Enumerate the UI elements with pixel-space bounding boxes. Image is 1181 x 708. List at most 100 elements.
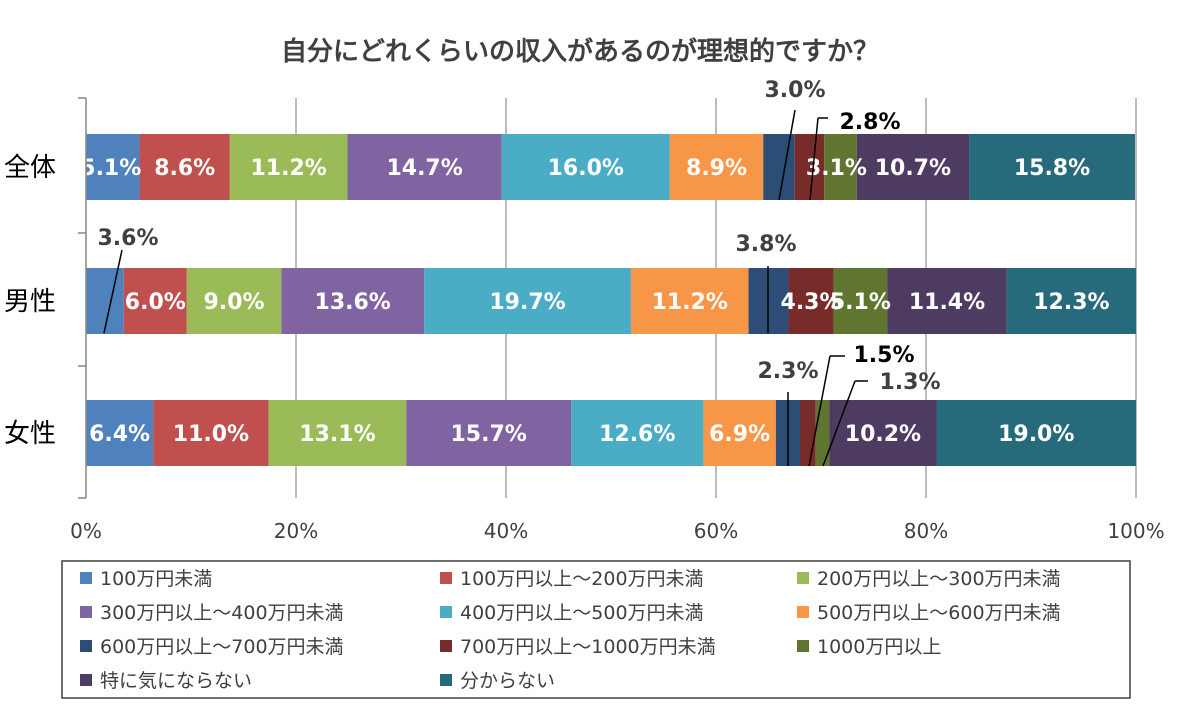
- callout-label: 3.0%: [764, 78, 825, 103]
- x-tick-label: 100%: [1107, 519, 1164, 543]
- data-label: 3.1%: [806, 156, 867, 181]
- data-label: 11.2%: [652, 290, 728, 315]
- bar-segment: [856, 134, 970, 200]
- data-label: 11.2%: [250, 156, 326, 181]
- x-tick-label: 20%: [274, 519, 318, 543]
- category-label: 男性: [4, 287, 56, 317]
- bar-segment: [887, 268, 1007, 334]
- data-label: 4.3%: [781, 290, 842, 315]
- bar-segment: [139, 134, 230, 200]
- bar-segment: [268, 400, 407, 466]
- legend-label: 300万円以上～400万円未満: [100, 602, 344, 624]
- data-label: 15.7%: [451, 422, 527, 447]
- data-label: 13.6%: [315, 290, 391, 315]
- data-label: 5.1%: [80, 156, 141, 181]
- bar-segment: [406, 400, 572, 466]
- chart-title: 自分にどれくらいの収入があるのが理想的ですか？: [281, 36, 879, 67]
- bar-segment: [86, 400, 154, 466]
- bar-segment: [630, 268, 749, 334]
- leader-line: [822, 380, 856, 467]
- bar-segment: [281, 268, 425, 334]
- leader-line: [103, 249, 123, 334]
- x-tick-label: 0%: [70, 519, 102, 543]
- data-label: 10.7%: [875, 156, 951, 181]
- bar-segment: [229, 134, 348, 200]
- callout-label: 3.6%: [97, 226, 158, 251]
- data-label: 12.6%: [599, 422, 675, 447]
- callout-label: 2.8%: [839, 110, 900, 135]
- data-labels: 5.1% 8.6% 11.2% 14.7% 16.0% 8.9% 3.1% 10.7% 15.8…: [80, 78, 1110, 467]
- bar-segment: [186, 268, 282, 334]
- data-label: 13.1%: [299, 422, 375, 447]
- legend-swatch: [797, 640, 809, 652]
- bar-segment: [800, 400, 816, 466]
- data-label: 16.0%: [548, 156, 624, 181]
- bar-segment: [833, 268, 888, 334]
- data-label: 5.1%: [830, 290, 891, 315]
- bar-segment: [424, 268, 631, 334]
- callout-label: 2.3%: [757, 359, 818, 384]
- legend-swatch: [440, 674, 452, 686]
- data-label: 12.3%: [1033, 290, 1109, 315]
- data-label: 19.7%: [489, 290, 565, 315]
- data-label: 11.4%: [909, 290, 985, 315]
- legend-label: 分からない: [460, 670, 555, 692]
- callout-label: 3.8%: [735, 232, 796, 257]
- legend-label: 200万円以上～300万円未満: [817, 568, 1061, 590]
- data-label: 8.6%: [154, 156, 215, 181]
- bar-segment: [936, 400, 1136, 466]
- bar-segment: [86, 268, 124, 334]
- legend-label: 100万円以上～200万円未満: [460, 568, 704, 590]
- legend-swatch: [80, 674, 92, 686]
- bar-segment: [824, 134, 857, 200]
- bar-segment: [969, 134, 1135, 200]
- legend-label: 特に気にならない: [100, 670, 252, 692]
- legend-swatch: [80, 640, 92, 652]
- data-label: 10.2%: [845, 422, 921, 447]
- bar-segment: [1006, 268, 1136, 334]
- data-label: 8.9%: [686, 156, 747, 181]
- legend-box: [61, 560, 1131, 699]
- data-label: 19.0%: [998, 422, 1074, 447]
- category-label: 女性: [4, 419, 56, 449]
- bar-segment: [123, 268, 187, 334]
- callout-label: 1.3%: [879, 370, 940, 395]
- data-label: 11.0%: [173, 422, 249, 447]
- leader-line: [778, 109, 796, 201]
- legend-label: 400万円以上～500万円未満: [460, 602, 704, 624]
- data-label: 6.4%: [89, 422, 150, 447]
- bar-segment: [829, 400, 937, 466]
- bars: [86, 134, 1136, 466]
- data-label: 6.0%: [125, 290, 186, 315]
- x-tick-label: 40%: [484, 519, 528, 543]
- x-tick-label: 80%: [904, 519, 948, 543]
- legend-label: 1000万円以上: [817, 636, 941, 658]
- legend-swatch: [80, 606, 92, 618]
- legend-swatch: [797, 606, 809, 618]
- category-label: 全体: [4, 153, 56, 183]
- bar-segment: [153, 400, 269, 466]
- bar-segment: [794, 134, 825, 200]
- bar-segment: [347, 134, 502, 200]
- legend-label: 100万円未満: [100, 568, 212, 590]
- data-label: 15.8%: [1014, 156, 1090, 181]
- bar-segment: [571, 400, 704, 466]
- legend-swatch: [440, 606, 452, 618]
- data-label: 6.9%: [709, 422, 770, 447]
- bar-segment: [669, 134, 764, 200]
- legend-swatch: [80, 572, 92, 584]
- bar-segment: [501, 134, 670, 200]
- legend-label: 600万円以上～700万円未満: [100, 636, 344, 658]
- legend-label: 500万円以上～600万円未満: [817, 602, 1061, 624]
- data-label: 9.0%: [204, 290, 265, 315]
- bar-segment: [703, 400, 776, 466]
- legend-label: 700万円以上～1000万円未満: [460, 636, 716, 658]
- legend: 100万円未満 100万円以上～200万円未満 200万円以上～300万円未満 300…: [61, 560, 1131, 699]
- legend-swatch: [440, 572, 452, 584]
- leader-line: [809, 117, 819, 201]
- bar-segment: [86, 134, 140, 200]
- bar-segment: [788, 268, 834, 334]
- data-label: 14.7%: [386, 156, 462, 181]
